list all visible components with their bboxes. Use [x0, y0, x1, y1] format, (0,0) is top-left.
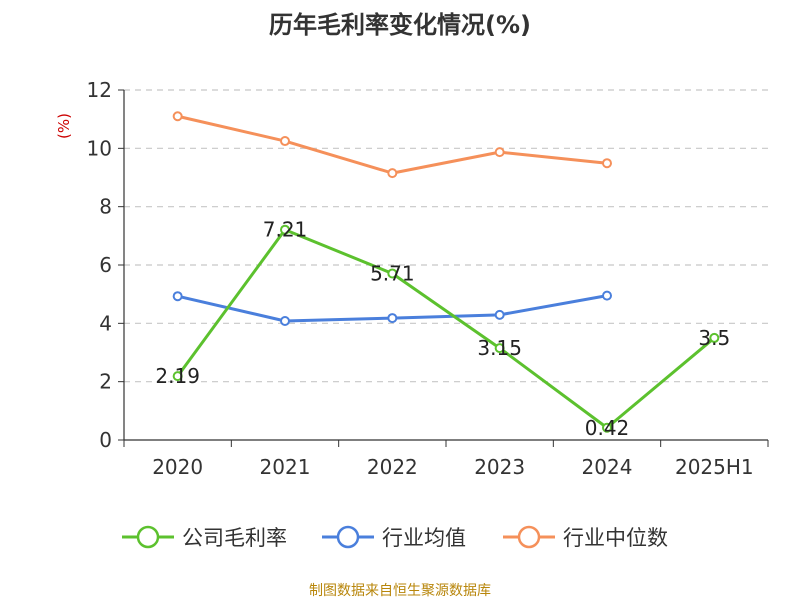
- data-point: [387, 168, 398, 179]
- legend-label: 公司毛利率: [182, 526, 287, 550]
- data-label: 7.21: [263, 218, 308, 242]
- data-point: [172, 291, 183, 302]
- data-label: 3.5: [698, 326, 730, 350]
- y-tick-label: 10: [87, 136, 112, 160]
- chart-title: 历年毛利率变化情况(%): [269, 11, 531, 39]
- legend-swatch-marker: [517, 525, 541, 549]
- legend-swatch-marker: [136, 525, 160, 549]
- legend-label: 行业中位数: [563, 526, 668, 550]
- x-tick-label: 2023: [474, 455, 525, 479]
- data-point: [602, 158, 612, 169]
- data-point: [602, 290, 612, 301]
- y-tick-label: 8: [99, 195, 112, 219]
- y-tick-label: 2: [99, 370, 112, 394]
- legend-label: 行业均值: [382, 526, 466, 550]
- x-tick-label: 2025H1: [675, 455, 754, 479]
- data-point: [602, 422, 612, 433]
- grid-lines: [124, 89, 768, 383]
- series-line: [177, 114, 608, 175]
- data-point: [280, 316, 290, 326]
- data-label: 5.71: [370, 261, 415, 285]
- data-point: [387, 268, 398, 279]
- data-labels: 2.19 7.21 5.71 3.15 0.42 3.5: [155, 218, 730, 440]
- legend-swatch-marker: [336, 525, 360, 549]
- axes: [118, 89, 769, 447]
- data-point: [280, 224, 290, 235]
- x-tick-label: 2024: [582, 455, 633, 479]
- series-line: [176, 228, 716, 430]
- data-point: [494, 309, 505, 320]
- series-group: [172, 111, 720, 433]
- x-tick-label: 2022: [367, 455, 418, 479]
- data-label: 3.15: [477, 336, 522, 360]
- source-note: 制图数据来自恒生聚源数据库: [309, 583, 491, 599]
- data-point: [709, 332, 720, 343]
- data-point: [280, 136, 290, 147]
- legend: 公司毛利率 行业均值 行业中位数: [122, 525, 668, 550]
- y-tick-label: 4: [99, 311, 112, 335]
- y-axis-label: (%): [55, 113, 73, 139]
- data-point: [172, 371, 183, 382]
- y-tick-label: 0: [99, 428, 112, 452]
- y-tick-label: 12: [87, 78, 112, 102]
- data-point: [387, 313, 398, 324]
- data-point: [494, 147, 505, 158]
- x-tick-label: 2020: [152, 455, 203, 479]
- data-point: [494, 343, 505, 354]
- x-tick-labels: 2020 2021 2022 2023 2024 2025H1: [152, 455, 753, 479]
- y-tick-label: 6: [99, 253, 112, 277]
- data-label: 0.42: [585, 416, 630, 440]
- x-tick-label: 2021: [260, 455, 311, 479]
- data-label: 2.19: [155, 364, 200, 388]
- y-tick-labels: 0 2 4 6 8 10 12: [87, 78, 112, 452]
- data-point: [172, 111, 183, 122]
